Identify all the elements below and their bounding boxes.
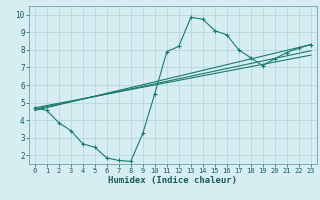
X-axis label: Humidex (Indice chaleur): Humidex (Indice chaleur) <box>108 176 237 185</box>
